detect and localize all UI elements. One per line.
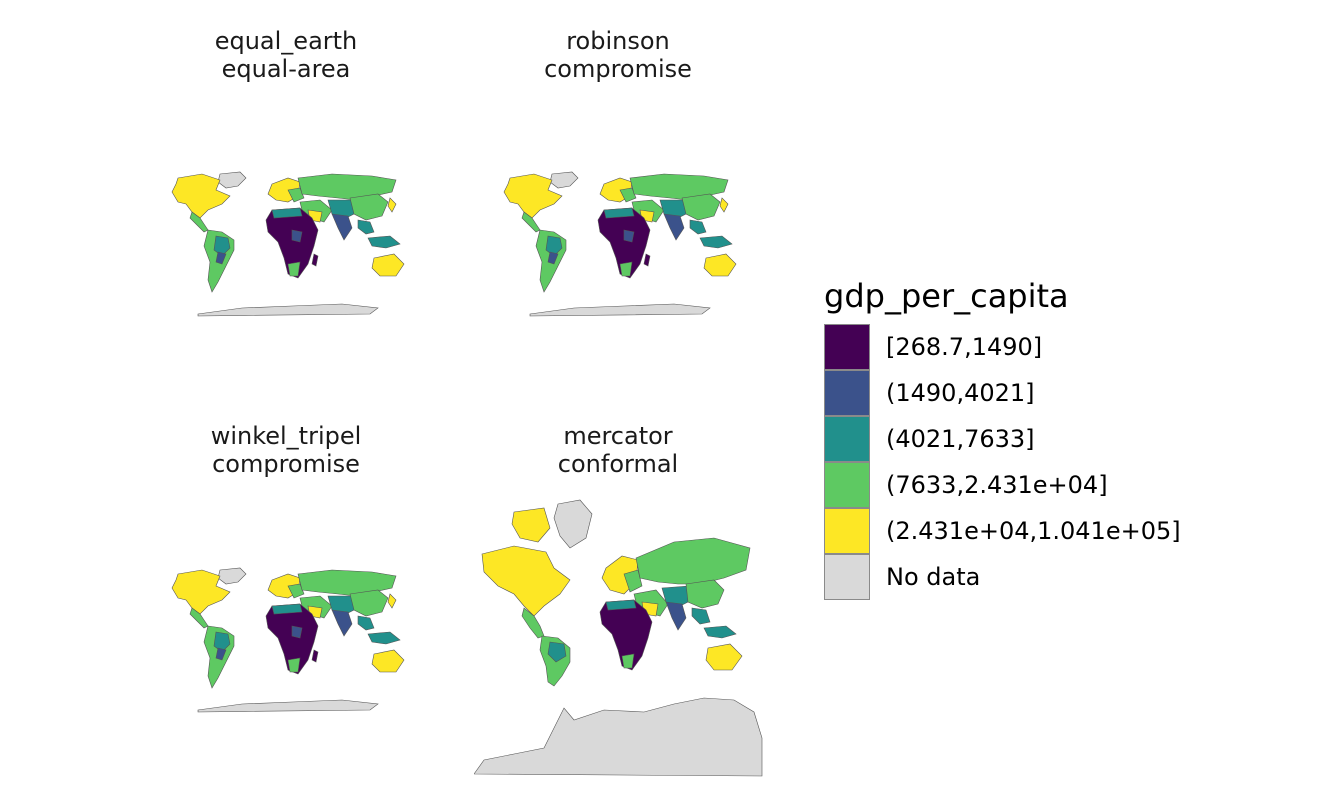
legend-swatch [824,324,870,370]
panel-title-name: equal_earth [214,27,358,55]
panel-title-winkel-tripel: winkel_tripel compromise [136,422,436,478]
panel-title-name: robinson [566,27,670,55]
legend-swatch [824,554,870,600]
legend-label: (4021,7633] [886,425,1035,453]
panel-title-mercator: mercator conformal [468,422,768,478]
legend-label: (2.431e+04,1.041e+05] [886,517,1181,545]
panel-title-robinson: robinson compromise [468,27,768,83]
panel-title-equal-earth: equal_earth equal-area [136,27,436,83]
legend-label: No data [886,563,981,591]
legend-label: (1490,4021] [886,379,1035,407]
panel-title-kind: conformal [557,450,679,478]
legend-item: (7633,2.431e+04] [824,462,1108,508]
map-winkel-tripel [171,567,405,713]
legend-swatch [824,462,870,508]
panel-title-kind: compromise [544,55,692,83]
legend-items: [268.7,1490] (1490,4021] (4021,7633] (76… [824,324,1181,600]
legend-item: [268.7,1490] [824,324,1069,370]
legend-label: [268.7,1490] [886,333,1043,361]
panel-title-name: mercator [563,422,673,450]
legend-item: No data [824,554,1069,600]
legend-item: (1490,4021] [824,370,1069,416]
legend-title: gdp_per_capita [824,277,1069,315]
legend: gdp_per_capita [268.7,1490] (1490,4021] … [824,276,1181,600]
panel-title-kind: equal-area [221,55,351,83]
legend-item: (2.431e+04,1.041e+05] [824,508,1181,554]
map-equal-earth [171,171,405,317]
legend-swatch [824,370,870,416]
legend-label: (7633,2.431e+04] [886,471,1108,499]
panel-title-kind: compromise [212,450,360,478]
legend-swatch [824,416,870,462]
panel-title-name: winkel_tripel [210,422,362,450]
map-mercator [474,499,763,777]
legend-item: (4021,7633] [824,416,1069,462]
map-robinson [503,171,737,317]
legend-swatch [824,508,870,554]
